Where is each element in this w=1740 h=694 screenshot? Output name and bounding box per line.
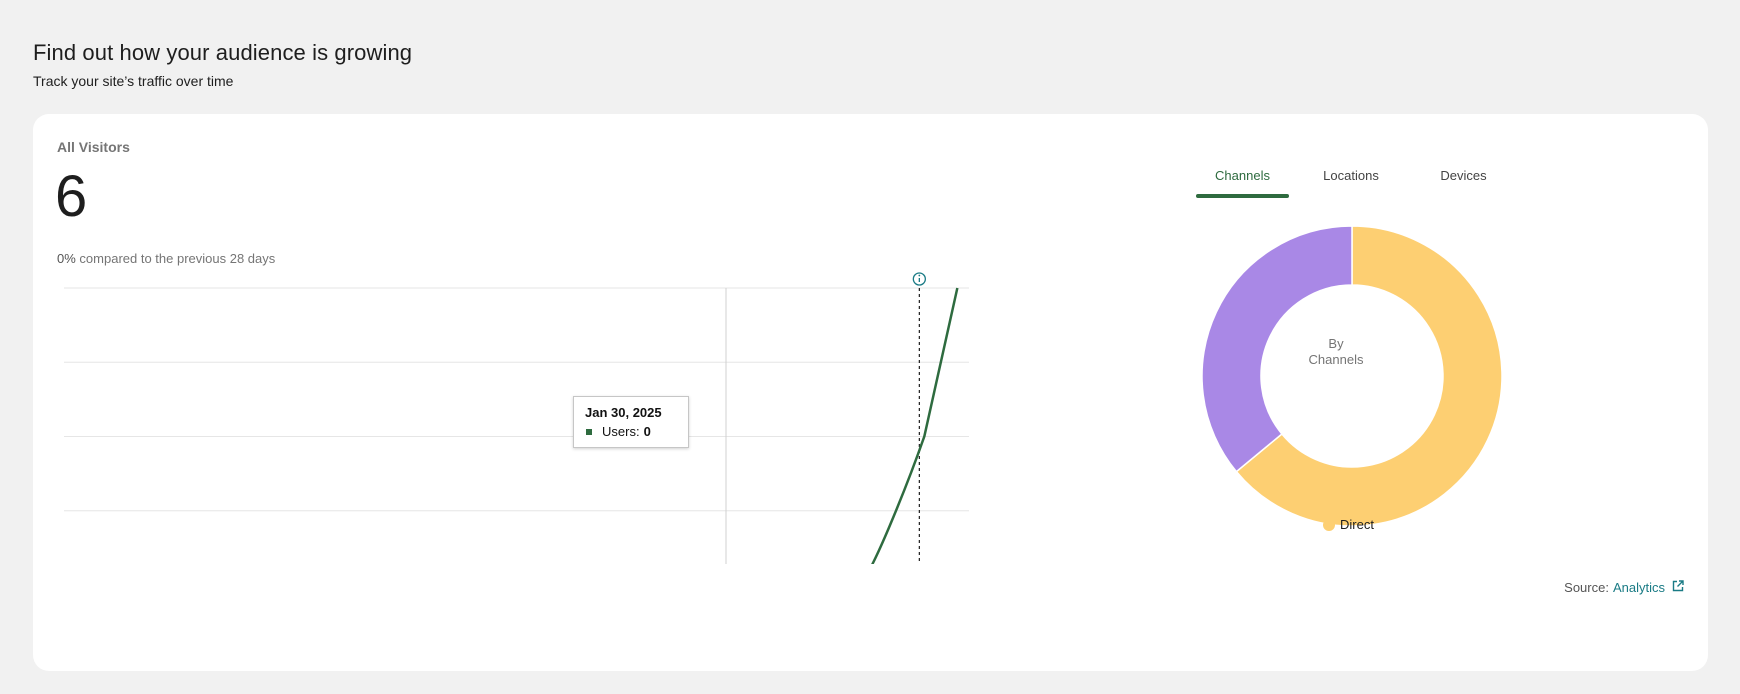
source-prefix: Source: xyxy=(1564,580,1609,595)
page-title: Find out how your audience is growing xyxy=(33,40,413,65)
chart-tooltip: Jan 30, 2025 Users: 0 xyxy=(573,396,689,448)
tooltip-swatch xyxy=(586,428,592,435)
compare-percent: 0% xyxy=(57,251,76,266)
tooltip-row: Users: 0 xyxy=(585,424,677,439)
donut-legend: Direct xyxy=(1323,517,1374,532)
page-header: Find out how your audience is growing Tr… xyxy=(33,40,412,89)
visitors-count: 6 xyxy=(55,164,88,229)
donut-center-label: By Channels xyxy=(1286,336,1386,368)
visitors-line-chart[interactable]: 01234Jan 11Jan 15Jan 19Jan 23Jan 27Jan 3… xyxy=(33,114,973,564)
tooltip-value: 0 xyxy=(643,424,651,439)
annotation-info-icon xyxy=(912,272,926,286)
tooltip-date: Jan 30, 2025 xyxy=(585,405,662,420)
compare-text: compared to the previous 28 days xyxy=(79,251,276,266)
source-footer: Source: Analytics xyxy=(1564,580,1684,595)
tab-locations[interactable]: Locations xyxy=(1323,168,1379,183)
source-analytics-link[interactable]: Analytics xyxy=(1612,580,1665,595)
donut-slice-direct xyxy=(1235,225,1503,527)
external-link-icon[interactable] xyxy=(1672,580,1684,595)
users-series-line xyxy=(871,287,959,564)
donut-center-line1: By xyxy=(1328,336,1344,351)
visitors-compare: 0% compared to the previous 28 days xyxy=(57,251,275,266)
channels-donut-chart[interactable] xyxy=(1201,225,1503,527)
audience-card: All Visitors 6 0% compared to the previo… xyxy=(33,114,1708,671)
tab-devices[interactable]: Devices xyxy=(1440,168,1487,183)
donut-slice-other xyxy=(1201,225,1353,473)
tab-channels[interactable]: Channels xyxy=(1196,162,1289,198)
visitors-label: All Visitors xyxy=(57,139,130,155)
legend-label-direct[interactable]: Direct xyxy=(1340,517,1374,532)
page-subtitle: Track your site’s traffic over time xyxy=(33,73,234,89)
tooltip-series-label: Users: xyxy=(602,424,640,439)
legend-dot-direct xyxy=(1323,518,1335,531)
donut-center-line2: Channels xyxy=(1308,352,1364,367)
